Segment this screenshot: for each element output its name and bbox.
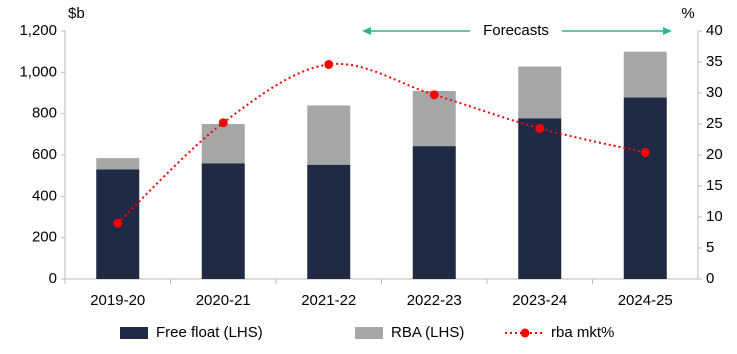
- bar: [201, 163, 245, 279]
- y2-tick-label: 20: [706, 146, 723, 163]
- marker: [113, 218, 123, 228]
- y2-tick-label: 15: [706, 177, 723, 194]
- legend-label: RBA (LHS): [391, 324, 464, 341]
- y2-tick-label: 30: [706, 84, 723, 101]
- marker: [218, 118, 228, 128]
- marker: [429, 90, 439, 100]
- legend-swatch: [520, 328, 530, 338]
- y2-tick-label: 10: [706, 208, 723, 225]
- line: [117, 62, 646, 224]
- marker: [535, 123, 545, 133]
- forecast-annotation: Forecasts: [362, 22, 672, 39]
- x-tick-label: 2019-20: [90, 292, 145, 309]
- x-tick-label: 2023-24: [512, 292, 567, 309]
- legend-swatch: [355, 327, 383, 339]
- y2-tick-label: 0: [706, 270, 714, 287]
- y2-tick-label: 35: [706, 53, 723, 70]
- y2-tick-label: 5: [706, 239, 714, 256]
- x-tick-label: 2021-22: [301, 292, 356, 309]
- bar: [96, 158, 140, 170]
- y-tick-label: 0: [49, 270, 57, 287]
- legend-swatch: [120, 327, 148, 339]
- x-tick-label: 2024-25: [618, 292, 673, 309]
- y-tick-label: 800: [32, 105, 57, 122]
- y2-axis-label: %: [681, 5, 694, 22]
- y-tick-label: 600: [32, 146, 57, 163]
- y-tick-label: 400: [32, 187, 57, 204]
- y2-tick-label: 40: [706, 22, 723, 39]
- legend-label: rba mkt%: [551, 324, 614, 341]
- x-tick-label: 2020-21: [196, 292, 251, 309]
- y-tick-label: 200: [32, 229, 57, 246]
- marker: [324, 59, 334, 69]
- bar: [623, 97, 667, 280]
- annotation: Forecasts: [483, 22, 549, 39]
- bar: [412, 146, 456, 279]
- y-axis-label: $b: [68, 5, 85, 22]
- y-tick-label: 1,200: [19, 22, 57, 39]
- y-tick-label: 1,000: [19, 63, 57, 80]
- legend-label: Free float (LHS): [156, 324, 263, 341]
- bar: [518, 66, 562, 119]
- bar: [412, 90, 456, 147]
- bar: [307, 105, 351, 165]
- bar: [518, 118, 562, 279]
- bar: [623, 51, 667, 98]
- bar: [201, 124, 245, 164]
- bar: [307, 164, 351, 279]
- marker: [640, 148, 650, 158]
- y2-tick-label: 25: [706, 115, 723, 132]
- x-tick-label: 2022-23: [407, 292, 462, 309]
